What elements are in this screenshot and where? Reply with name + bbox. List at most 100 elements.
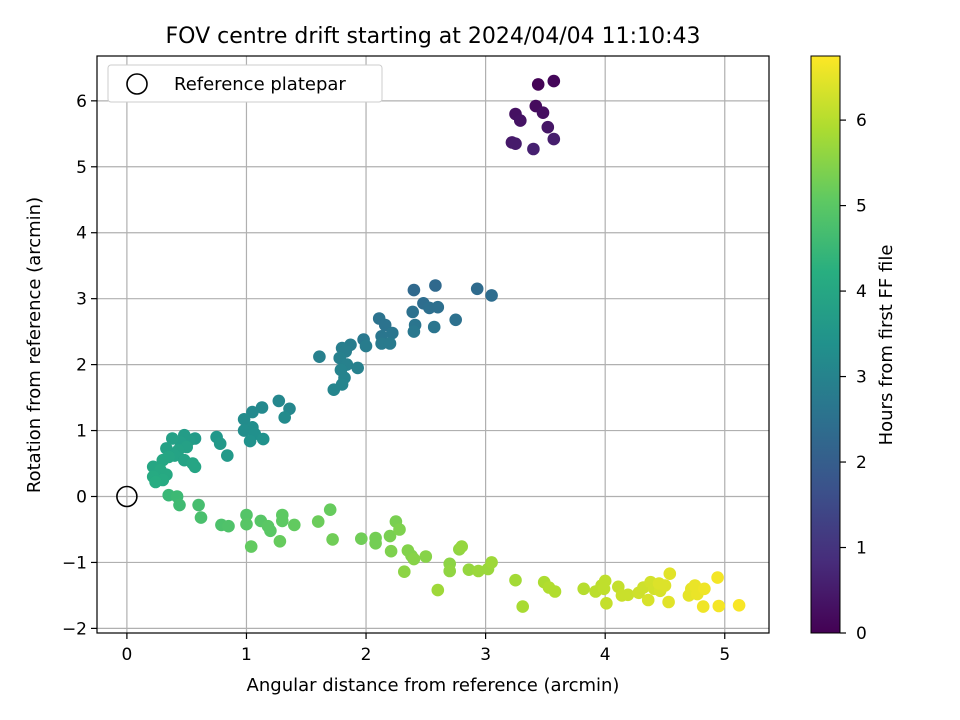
data-point	[166, 432, 179, 445]
data-point	[698, 582, 711, 596]
data-point	[272, 394, 286, 408]
data-point	[246, 405, 259, 419]
y-tick-label: 4	[76, 224, 87, 244]
data-point	[237, 424, 251, 437]
data-point	[531, 78, 545, 91]
data-point	[429, 279, 442, 292]
data-point	[621, 588, 635, 602]
data-point	[514, 114, 527, 127]
data-point	[240, 517, 253, 531]
legend-marker-icon	[126, 73, 148, 95]
y-tick-label: 3	[76, 290, 87, 310]
grid	[97, 56, 769, 633]
colorbar-ticks: 0 1 2 3 4 5 6	[840, 111, 867, 644]
data-point	[359, 339, 373, 353]
data-point	[548, 585, 562, 598]
data-point	[264, 524, 277, 538]
data-point	[393, 523, 406, 536]
colorbar-tick-label: 5	[856, 197, 867, 217]
data-point	[221, 449, 234, 462]
legend: Reference platepar	[107, 64, 383, 103]
data-point	[194, 511, 208, 524]
data-point	[240, 508, 253, 522]
data-point	[419, 550, 433, 563]
data-point	[156, 453, 170, 467]
data-point	[577, 582, 590, 596]
data-point	[273, 535, 287, 548]
data-point	[323, 503, 337, 516]
reference-point-marker	[116, 485, 138, 508]
data-point	[541, 120, 555, 134]
y-axis-ticks: −2 −1 0 1 2 3 4 5 6	[62, 92, 97, 639]
data-point	[213, 437, 227, 451]
legend-entry-reference: Reference platepar	[174, 74, 346, 95]
data-point	[509, 137, 522, 150]
data-point	[237, 413, 251, 426]
data-point	[398, 565, 411, 578]
data-point	[600, 597, 613, 610]
data-point	[313, 350, 326, 364]
data-point	[455, 540, 469, 553]
data-point	[662, 595, 675, 609]
data-point	[547, 74, 561, 88]
data-point	[658, 579, 672, 592]
colorbar-label: Hours from first FF file	[876, 245, 897, 446]
data-points	[146, 74, 746, 613]
data-point	[472, 564, 485, 578]
plot-frame	[96, 55, 770, 634]
x-axis-label: Angular distance from reference (arcmin)	[247, 675, 620, 696]
y-tick-label: 5	[76, 158, 87, 178]
data-point	[188, 460, 202, 474]
data-point	[485, 289, 498, 302]
data-point	[173, 498, 186, 512]
y-tick-label: 0	[76, 487, 87, 507]
data-point	[386, 326, 399, 340]
data-point	[278, 411, 292, 424]
data-point	[462, 563, 476, 576]
data-point	[536, 106, 550, 119]
data-point	[431, 583, 445, 597]
data-point	[369, 537, 382, 550]
x-tick-label: 2	[361, 645, 372, 665]
reference-marker	[116, 485, 138, 508]
data-point	[355, 532, 368, 545]
data-point	[244, 540, 258, 553]
y-tick-label: 1	[76, 422, 87, 442]
data-point	[255, 401, 269, 414]
data-point	[407, 552, 421, 566]
y-tick-label: 6	[76, 92, 87, 112]
data-point	[427, 320, 441, 334]
data-point	[406, 305, 420, 319]
data-point	[663, 567, 677, 580]
x-tick-label: 3	[480, 645, 491, 665]
data-point	[311, 515, 325, 528]
data-point	[222, 519, 235, 533]
data-point	[276, 514, 289, 528]
colorbar-tick-label: 4	[856, 282, 867, 302]
data-point	[256, 432, 270, 446]
data-point	[243, 434, 257, 448]
data-point	[327, 383, 341, 397]
x-axis-ticks: 0 1 2 3 4 5	[121, 633, 730, 665]
data-point	[470, 282, 484, 296]
x-tick-label: 5	[719, 645, 730, 665]
data-point	[383, 529, 397, 543]
colorbar-tick-label: 3	[856, 368, 867, 388]
y-tick-label: 2	[76, 356, 87, 376]
data-point	[597, 582, 611, 596]
x-tick-label: 1	[241, 645, 252, 665]
x-tick-label: 4	[600, 645, 611, 665]
colorbar	[810, 55, 841, 634]
data-point	[326, 533, 339, 546]
data-point	[407, 283, 421, 297]
colorbar-tick-label: 6	[856, 111, 867, 131]
data-point	[509, 573, 522, 587]
data-point	[696, 600, 710, 613]
data-point	[711, 571, 724, 584]
legend-box	[107, 64, 383, 103]
data-point	[516, 600, 529, 613]
colorbar-tick-label: 1	[856, 539, 867, 559]
y-axis-label: Rotation from reference (arcmin)	[24, 197, 45, 493]
colorbar-tick-label: 2	[856, 453, 867, 473]
